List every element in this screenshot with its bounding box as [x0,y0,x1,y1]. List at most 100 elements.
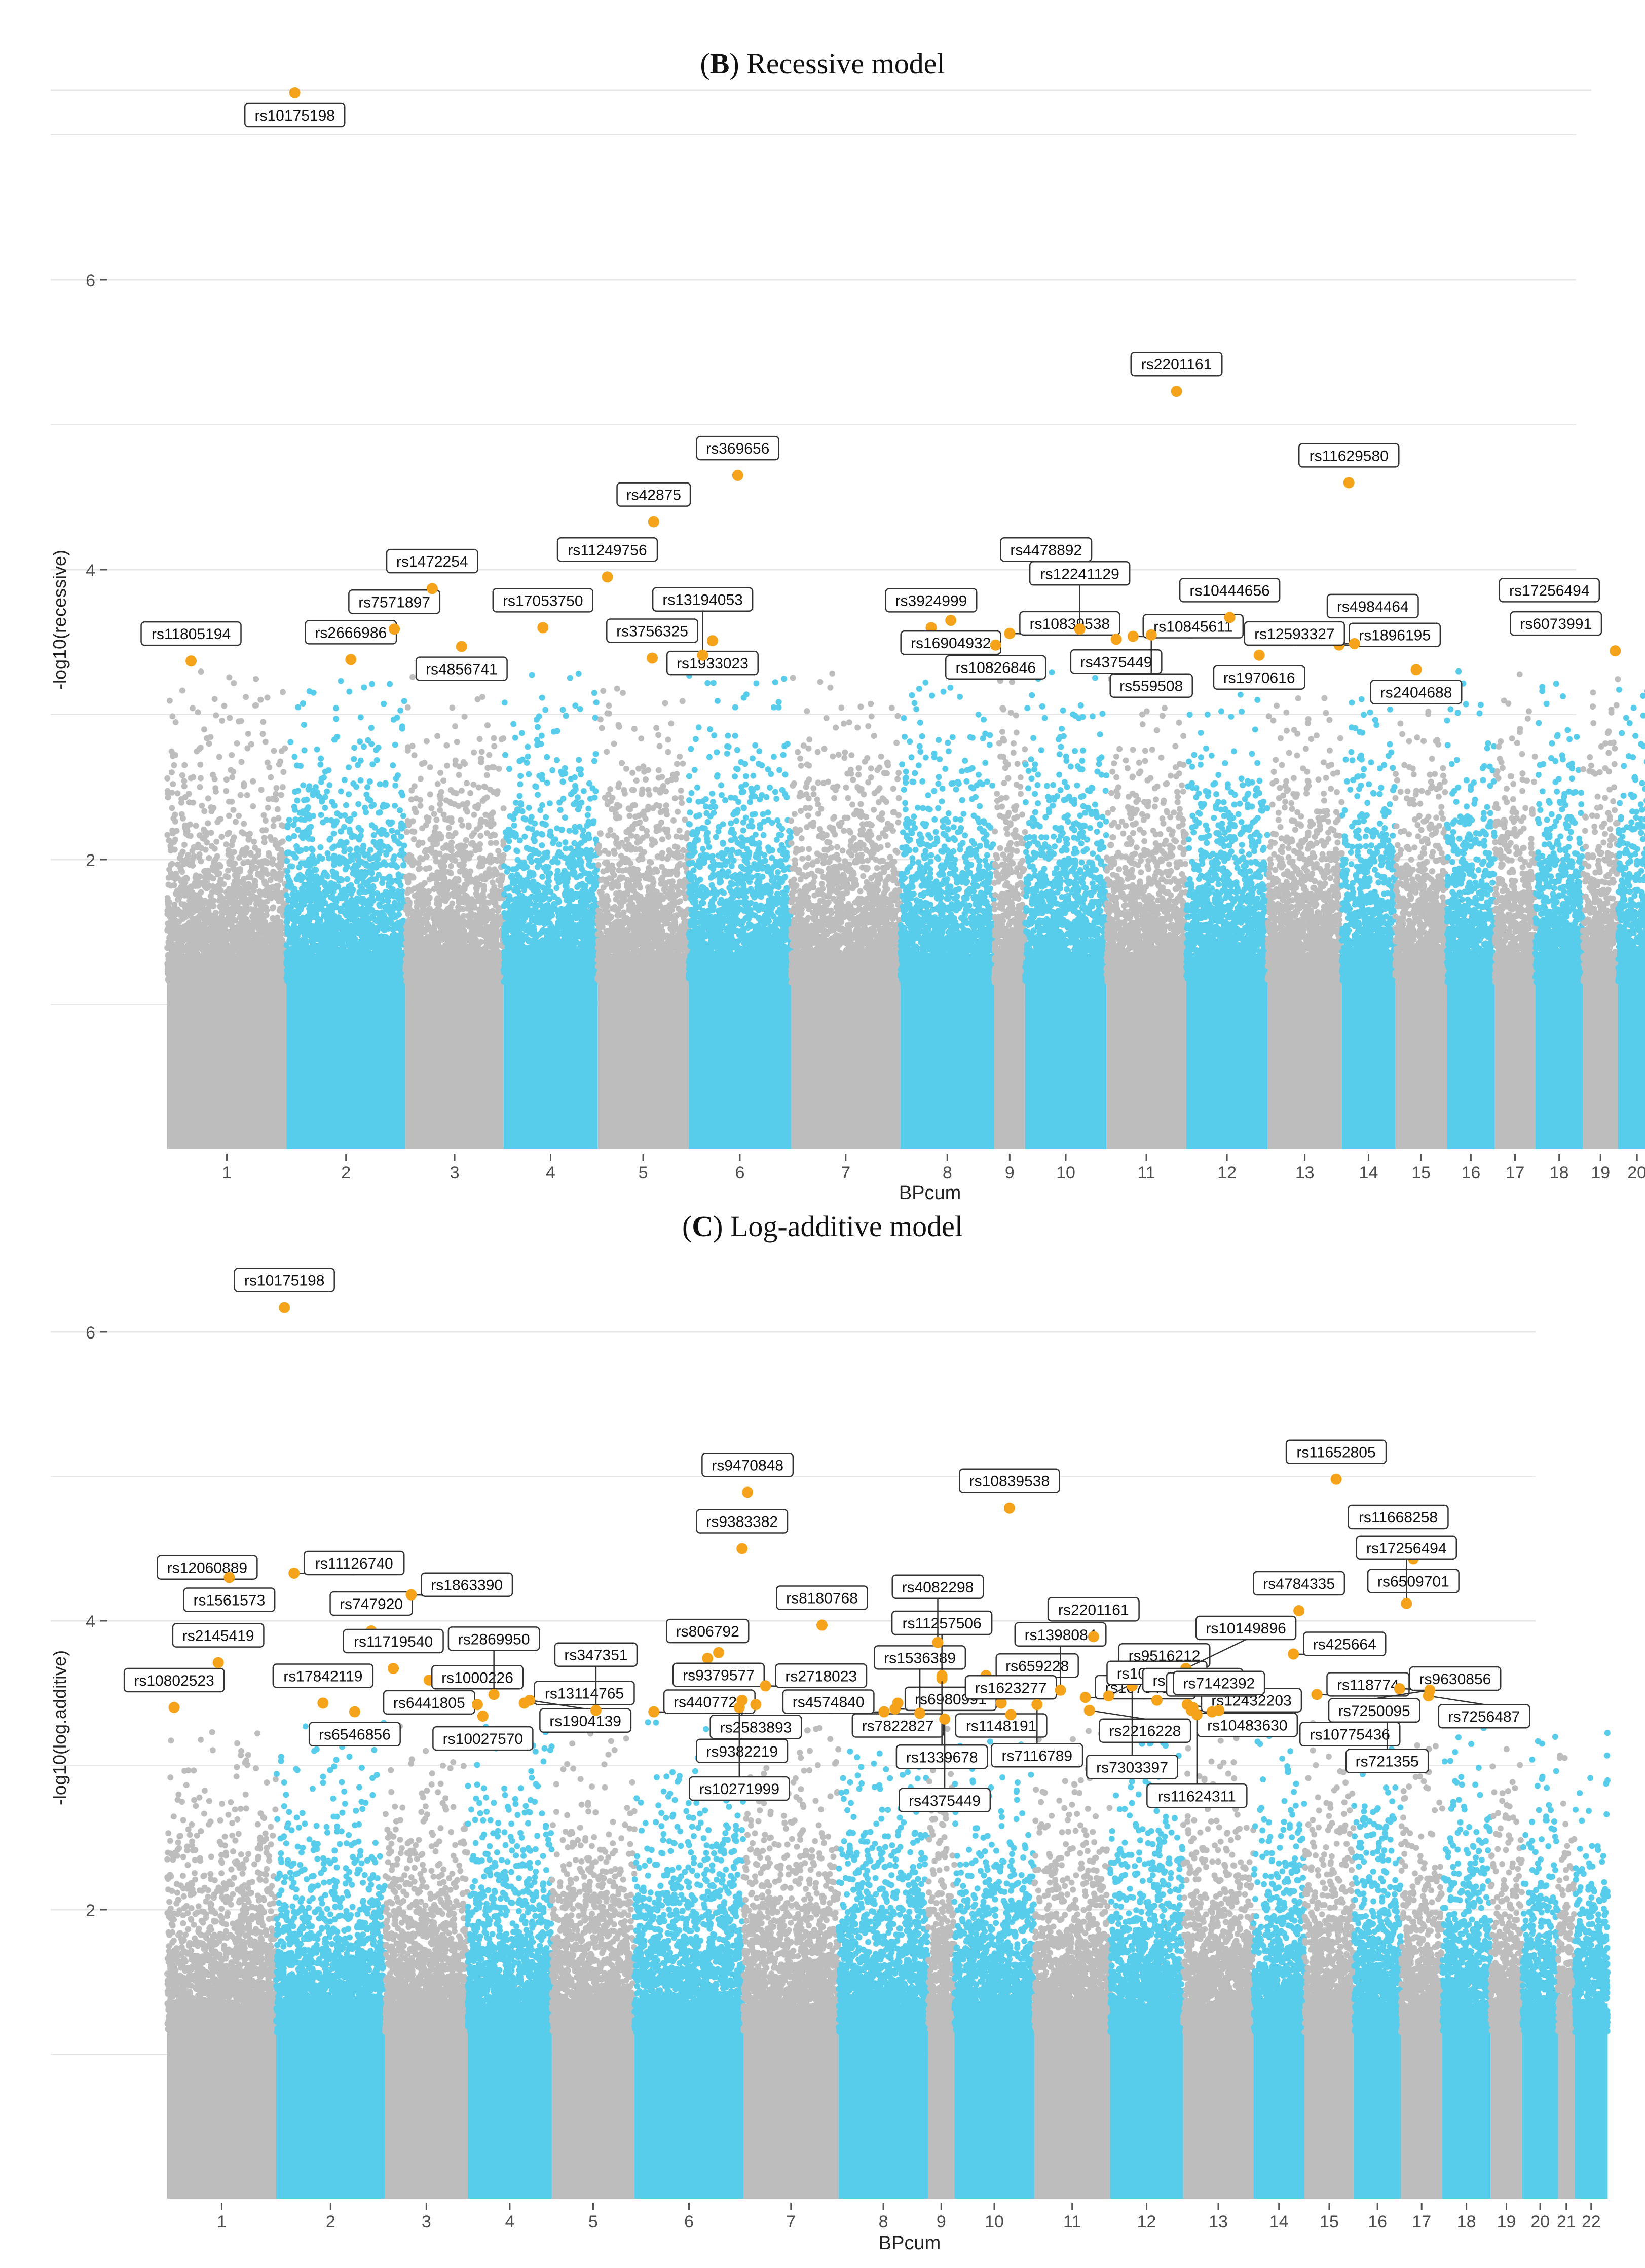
snp-point [186,799,193,805]
snp-point [195,976,201,982]
snp-point [180,815,186,822]
snp-point [201,950,207,956]
snp-point [210,920,216,926]
snp-point [205,795,211,801]
snp-point [166,904,172,910]
y-tick-label: 6 [86,271,95,290]
snp-point [247,874,253,880]
snp-point [198,775,204,782]
snp-point [241,821,247,827]
snp-point [276,952,282,958]
snp-point [183,922,190,928]
snp-point [213,954,219,960]
snp-point [273,842,279,848]
snp-point [181,783,188,789]
snp-point [197,762,203,768]
snp-point [250,803,256,809]
snp-point [269,957,275,963]
snp-point [174,890,180,897]
snp-point [234,944,240,950]
snp-point [181,861,187,867]
snp-point [201,808,207,814]
snp-point [234,740,240,747]
snp-point [206,855,212,861]
snp-point [175,862,181,868]
snp-point [205,958,211,964]
snp-point [229,842,235,848]
snp-point [251,839,257,845]
snp-point [271,817,277,823]
snp-point [238,976,244,982]
snp-point [237,866,243,872]
snp-point [280,784,286,790]
y-tick-label: 4 [86,561,95,580]
snp-point [230,865,236,871]
snp-point [215,871,221,877]
snp-point [263,827,269,833]
snp-point [245,731,251,737]
snp-point [279,748,285,754]
snp-point [206,740,212,747]
snp-point [190,916,196,922]
snp-point [169,861,175,867]
snp-point [178,878,184,884]
snp-point [207,873,213,879]
snp-point [238,888,244,895]
snp-point [171,762,177,768]
snp-point [225,874,231,880]
snp-point [170,753,176,759]
snp-point [271,823,277,829]
snp-point [212,926,218,933]
snp-point [215,949,221,955]
snp-point [203,832,209,838]
snp-point [243,980,249,986]
snp-point [245,925,251,932]
snp-point [239,829,245,835]
snp-point [269,933,275,939]
snp-point [166,935,172,941]
snp-point [185,893,191,899]
snp-point [274,785,280,791]
snp-point [250,945,256,951]
snp-point [216,754,222,760]
snp-point [210,772,216,778]
snp-point [188,775,194,781]
snp-point [278,792,284,798]
snp-point [228,857,234,863]
y-axis-label: -log10(recessive) [49,550,70,690]
snp-point [252,702,258,709]
snp-point [164,832,170,838]
snp-point [205,884,211,890]
snp-point [171,882,177,888]
snp-point [199,803,205,809]
snp-point [229,916,235,922]
snp-point [165,977,171,983]
snp-point [244,792,250,798]
snp-point [230,977,236,983]
snp-point [223,788,229,794]
snp-point [179,688,185,694]
snp-point [231,834,237,840]
snp-point [177,940,183,946]
snp-point [256,860,262,866]
snp-point [252,923,258,929]
snp-point [166,837,172,843]
snp-point [223,841,229,847]
snp-point [213,789,219,795]
snp-point [265,884,271,890]
snp-point [266,764,272,770]
snp-point [229,752,235,758]
snp-point [207,734,213,740]
snp-point [195,709,201,715]
snp-point [267,834,273,840]
snp-point [236,718,242,724]
snp-point [208,808,214,814]
snp-point [213,864,219,870]
snp-point [179,929,185,936]
snp-point [178,796,184,802]
snp-point [253,676,259,682]
snp-point [168,870,174,876]
snp-point [184,828,191,834]
